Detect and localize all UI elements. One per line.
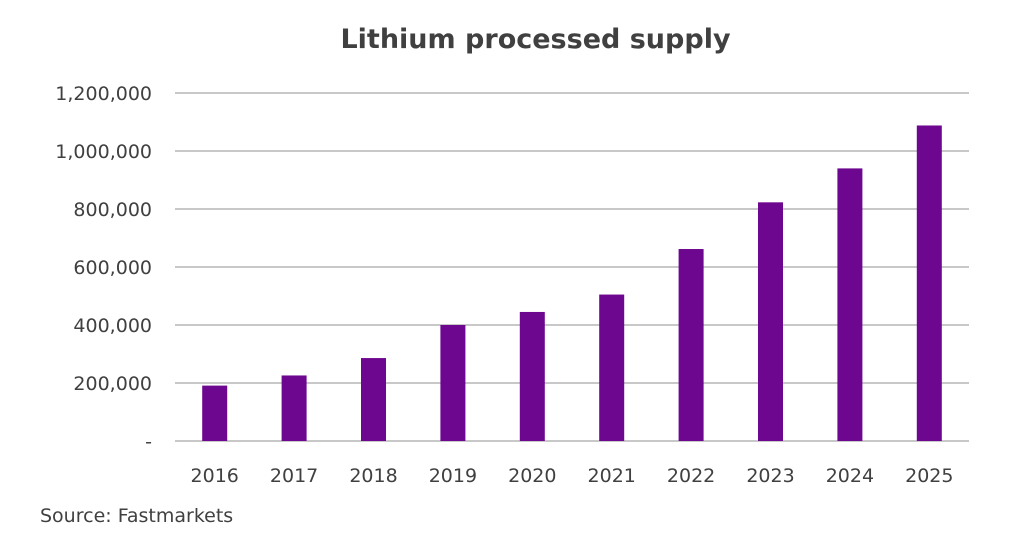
x-tick-label: 2017 — [270, 465, 318, 487]
bar-2019 — [440, 325, 466, 441]
x-tick-label: 2019 — [429, 465, 477, 487]
bar-2017 — [281, 375, 307, 441]
y-tick-label: 400,000 — [73, 315, 152, 337]
bar-2018 — [361, 358, 386, 441]
x-tick-label: 2024 — [826, 465, 874, 487]
y-tick-label: - — [145, 431, 152, 453]
y-tick-label: 600,000 — [73, 257, 152, 279]
bar-2023 — [758, 202, 783, 441]
chart-title: Lithium processed supply — [340, 24, 731, 55]
bar-2021 — [599, 294, 625, 441]
x-tick-label: 2025 — [905, 465, 953, 487]
y-tick-label: 200,000 — [73, 373, 152, 395]
bar-2025 — [916, 125, 942, 441]
bar-2024 — [837, 168, 863, 441]
x-tick-label: 2016 — [191, 465, 239, 487]
source-note: Source: Fastmarkets — [40, 505, 234, 527]
bar-2022 — [678, 249, 704, 441]
x-tick-label: 2021 — [588, 465, 636, 487]
bar-2016 — [202, 385, 228, 441]
y-tick-label: 1,000,000 — [55, 141, 152, 163]
x-tick-label: 2023 — [746, 465, 794, 487]
x-tick-label: 2020 — [508, 465, 556, 487]
bar-2020 — [519, 311, 545, 441]
y-tick-label: 1,200,000 — [55, 83, 152, 105]
x-tick-label: 2022 — [667, 465, 715, 487]
y-tick-label: 800,000 — [73, 199, 152, 221]
x-tick-label: 2018 — [349, 465, 397, 487]
